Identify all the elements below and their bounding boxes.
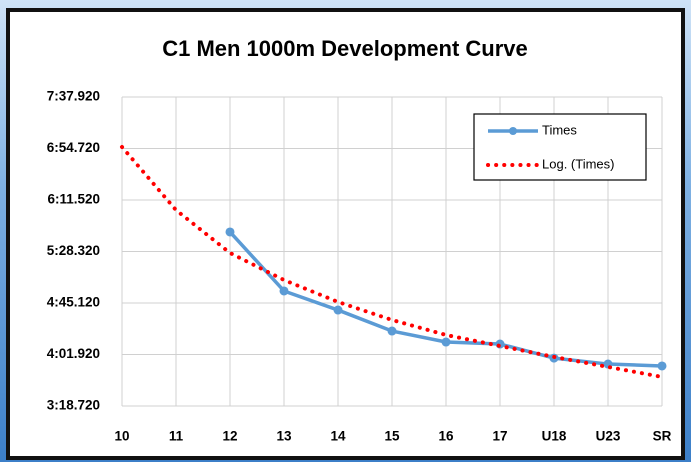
legend-label: Log. (Times) xyxy=(542,156,614,171)
legend: Times Log. (Times) xyxy=(473,113,647,181)
chart-title: C1 Men 1000m Development Curve xyxy=(162,36,528,61)
series-marker xyxy=(387,326,397,336)
x-tick-label: 11 xyxy=(169,429,184,444)
series-line xyxy=(120,144,664,379)
series-marker xyxy=(225,227,235,237)
chart-frame xyxy=(6,8,685,460)
y-tick-label: 4:01.920 xyxy=(47,346,100,361)
series-marker xyxy=(441,337,451,347)
x-tick-label: U23 xyxy=(596,429,621,444)
x-tick-label: 14 xyxy=(330,429,346,444)
plot xyxy=(120,144,667,379)
legend-box xyxy=(473,113,647,181)
grid: 3:18.720 4:01.920 4:45.120 5:28.320 6:11.520… xyxy=(47,89,672,444)
x-tick-label: SR xyxy=(653,429,672,444)
x-tick-label: 16 xyxy=(438,429,454,444)
series-marker xyxy=(279,286,289,296)
series-marker xyxy=(657,361,667,371)
x-tick-label: 17 xyxy=(492,429,507,444)
y-tick-label: 3:18.720 xyxy=(47,398,100,413)
x-tick-label: U18 xyxy=(542,429,567,444)
x-tick-label: 10 xyxy=(114,429,129,444)
series-marker xyxy=(333,305,343,315)
legend-marker xyxy=(509,127,517,135)
y-tick-label: 5:28.320 xyxy=(47,243,100,258)
y-tick-label: 6:11.520 xyxy=(47,192,100,207)
x-tick-label: 12 xyxy=(222,429,237,444)
y-tick-label: 4:45.120 xyxy=(47,295,100,310)
legend-label: Times xyxy=(542,122,577,137)
x-tick-label: 13 xyxy=(276,429,292,444)
y-tick-label: 7:37.920 xyxy=(47,89,100,104)
x-tick-label: 15 xyxy=(384,429,400,444)
y-tick-label: 6:54.720 xyxy=(47,140,100,155)
